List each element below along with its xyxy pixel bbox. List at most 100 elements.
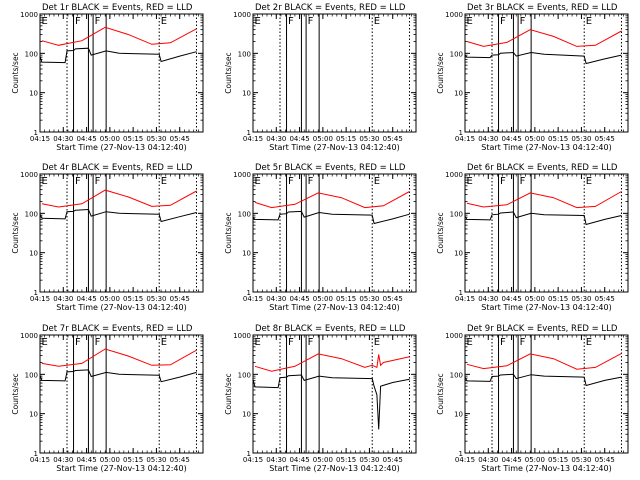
series-line-events [252,374,410,430]
y-axis-label: Counts/sec [436,52,445,93]
event-marker-label: E [586,176,592,187]
x-tick-label: 05:45 [383,456,403,464]
x-tick-label: 05:45 [595,295,615,303]
y-tick-label: 100 [238,50,251,58]
panel-2: Det 2r BLACK = Events, RED = LLD 1 10 100 10… [224,3,417,152]
plot-frame [252,173,417,293]
event-marker-label: F [520,16,526,27]
x-axis-label: Start Time (27-Nov-13 04:12:40) [481,143,611,152]
y-tick-label: 100 [238,371,251,379]
y-tick-label: 1 [34,129,38,137]
y-tick-label: 10 [242,90,251,98]
y-tick-label: 1 [247,289,251,297]
series-line-lld [254,353,410,372]
panel-title: Det 8r BLACK = Events, RED = LLD [255,324,406,334]
y-tick-label: 1000 [233,11,251,19]
y-axis-label: Counts/sec [436,373,445,414]
y-tick-label: 100 [450,50,463,58]
x-tick-label: 04:30 [266,295,286,303]
x-tick-label: 04:30 [478,456,498,464]
y-axis-label: Counts/sec [11,52,20,93]
event-marker-label: E [467,176,473,187]
panel-6: Det 6r BLACK = Events, RED = LLD 1 10 100 10… [436,163,629,312]
y-axis-label: Counts/sec [224,52,233,93]
x-tick-label: 05:15 [123,135,143,143]
x-tick-label: 04:15 [243,456,263,464]
event-marker-label: F [520,337,526,348]
plot-frame [252,13,417,133]
x-tick-label: 05:00 [525,295,545,303]
x-tick-label: 05:45 [170,135,190,143]
event-marker-label: F [75,337,81,348]
event-marker-label: F [500,176,506,187]
x-tick-label: 05:30 [359,456,379,464]
y-tick-label: 100 [25,50,38,58]
y-axis-label: Counts/sec [224,212,233,253]
x-tick-label: 05:30 [359,135,379,143]
x-tick-label: 04:30 [53,456,73,464]
x-tick-label: 04:45 [501,135,521,143]
x-tick-label: 05:15 [123,456,143,464]
x-tick-label: 05:15 [336,456,356,464]
y-tick-label: 1 [34,289,38,297]
event-marker-label: F [308,337,314,348]
x-axis-label: Start Time (27-Nov-13 04:12:40) [56,464,186,473]
panel-title: Det 4r BLACK = Events, RED = LLD [42,163,193,173]
event-marker-label: E [161,16,167,27]
event-marker-label: F [500,337,506,348]
x-axis-label: Start Time (27-Nov-13 04:12:40) [56,143,186,152]
event-marker-label: F [520,176,526,187]
plot-frame [39,13,204,133]
event-marker-label: F [308,176,314,187]
x-tick-label: 04:45 [501,456,521,464]
x-tick-label: 05:15 [336,295,356,303]
panel-title: Det 3r BLACK = Events, RED = LLD [467,3,618,13]
plot-frame [464,334,629,454]
x-tick-label: 05:00 [313,456,333,464]
x-tick-label: 04:45 [289,295,309,303]
y-tick-label: 100 [238,210,251,218]
x-tick-label: 05:30 [571,295,591,303]
y-tick-label: 1000 [20,171,38,179]
panel-1: Det 1r BLACK = Events, RED = LLD 1 10 100 10… [11,3,204,152]
event-marker-label: E [586,337,592,348]
event-marker-label: F [288,176,294,187]
x-tick-label: 05:15 [123,295,143,303]
y-tick-label: 1 [247,129,251,137]
event-marker-label: F [75,16,81,27]
event-marker-label: E [467,337,473,348]
x-tick-label: 04:30 [478,135,498,143]
event-marker-label: E [255,337,261,348]
x-tick-label: 04:15 [30,456,50,464]
event-marker-label: E [374,337,380,348]
x-axis-label: Start Time (27-Nov-13 04:12:40) [269,464,399,473]
x-tick-label: 05:45 [383,135,403,143]
panel-3: Det 3r BLACK = Events, RED = LLD 1 10 100 10… [436,3,629,152]
panel-title: Det 5r BLACK = Events, RED = LLD [255,163,406,173]
panel-8: Det 8r BLACK = Events, RED = LLD 1 10 100 10… [224,324,417,473]
x-tick-label: 05:15 [548,135,568,143]
series-line-lld [254,191,410,209]
x-tick-label: 05:30 [146,295,166,303]
event-marker-label: F [288,16,294,27]
x-tick-label: 05:30 [146,135,166,143]
event-marker-label: E [42,176,48,187]
x-tick-label: 04:15 [30,295,50,303]
x-tick-label: 05:00 [313,295,333,303]
y-tick-label: 1 [247,450,251,458]
y-tick-label: 1 [34,450,38,458]
event-marker-label: F [500,16,506,27]
series-line-events [464,51,622,65]
x-tick-label: 04:15 [243,135,263,143]
y-tick-label: 100 [450,210,463,218]
plot-frame [39,173,204,293]
panel-title: Det 9r BLACK = Events, RED = LLD [467,324,618,334]
y-tick-label: 1 [459,289,463,297]
plot-frame [252,334,417,454]
y-tick-label: 10 [454,411,463,419]
x-axis-label: Start Time (27-Nov-13 04:12:40) [481,464,611,473]
x-tick-label: 05:30 [571,456,591,464]
x-tick-label: 04:45 [76,295,96,303]
series-line-lld [466,352,622,370]
panel-title: Det 1r BLACK = Events, RED = LLD [42,3,193,13]
